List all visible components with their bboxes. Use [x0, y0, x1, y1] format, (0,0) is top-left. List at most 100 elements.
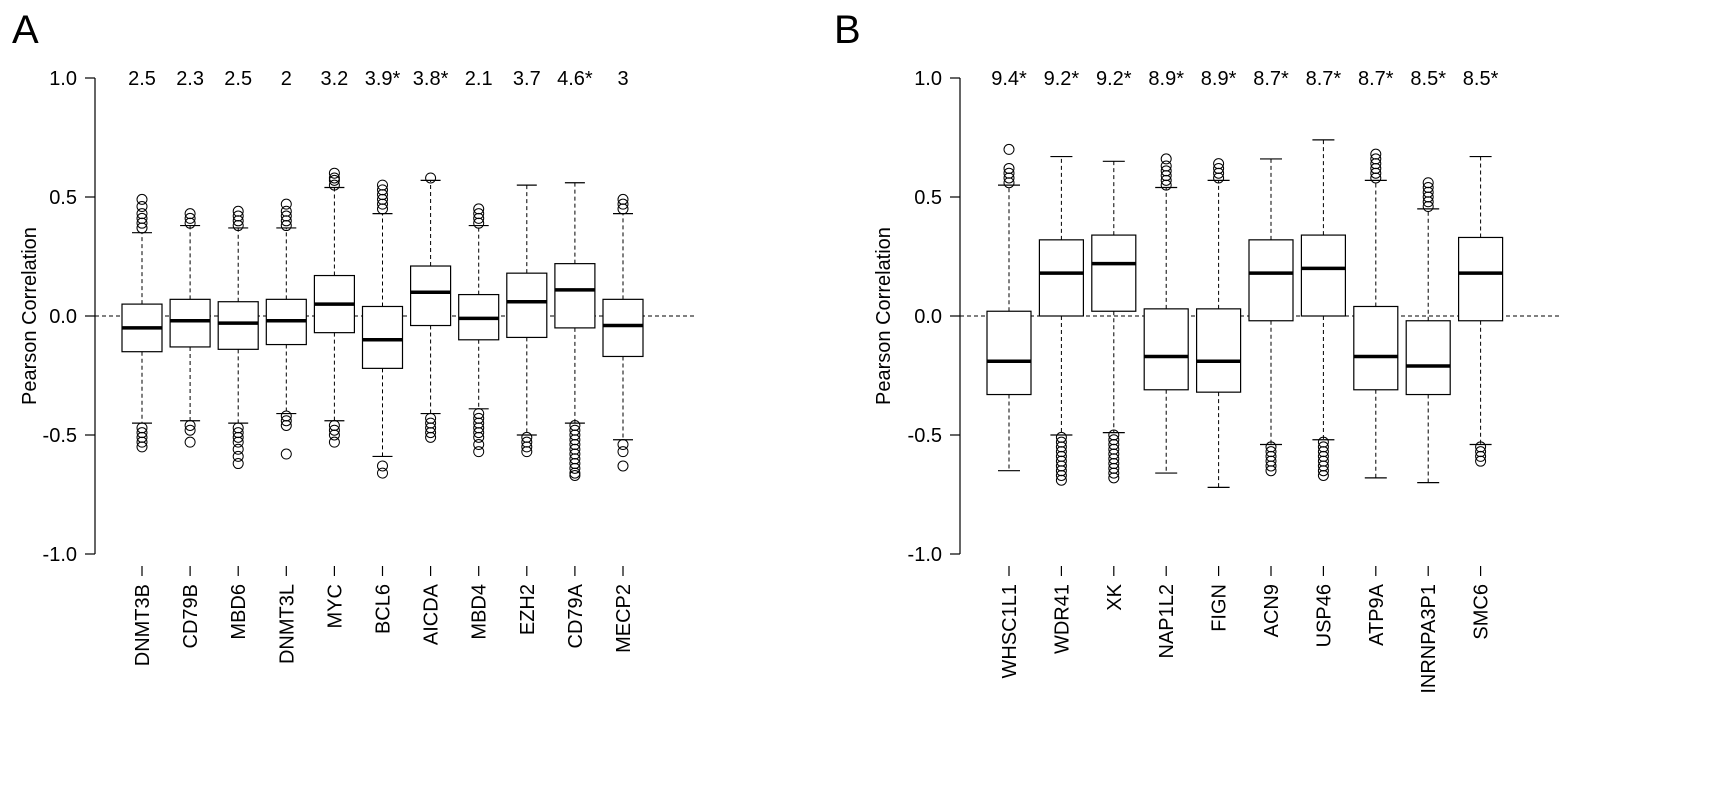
- category-label-nap1l2: NAP1L2: [1156, 584, 1178, 659]
- outlier-point: [136, 212, 148, 224]
- outlier-point: [1317, 469, 1329, 481]
- interquartile-box: [1038, 239, 1085, 317]
- interquartile-box: [554, 263, 596, 329]
- box-myc: [313, 167, 355, 448]
- outlier-point: [1003, 143, 1015, 155]
- outlier-point: [232, 458, 244, 470]
- outlier-point: [136, 201, 148, 213]
- outlier-point: [328, 172, 340, 184]
- outlier-point: [1108, 467, 1120, 479]
- box-acn9: [1248, 158, 1294, 477]
- box-mecp2: [602, 193, 644, 472]
- outlier-point: [1055, 474, 1067, 486]
- outlier-point: [328, 424, 340, 436]
- score-label-nap1l2: 8.9*: [1148, 68, 1184, 90]
- box-dnmt3l: [265, 198, 307, 460]
- outlier-point: [280, 210, 292, 222]
- category-label-dnmt3l: DNMT3L: [276, 584, 298, 664]
- panel-b-letter: B: [834, 8, 861, 52]
- outlier-point: [280, 198, 292, 210]
- score-label-cd79a: 4.6*: [557, 68, 593, 90]
- outlier-point: [473, 439, 485, 451]
- panel-b-y-tick-label: -1.0: [908, 544, 942, 566]
- box-whsc1l1: [986, 143, 1032, 472]
- category-label-mbd6: MBD6: [228, 584, 250, 640]
- score-label-mbd6: 2.5: [224, 68, 252, 90]
- panel-b-y-tick-label: -0.5: [908, 425, 942, 447]
- score-label-usp46: 8.7*: [1306, 68, 1342, 90]
- panel-b-y-axis: -1.0 -0.5 0.0 0.5 1.0: [908, 68, 961, 566]
- outlier-point: [1160, 153, 1172, 165]
- outlier-point: [1370, 153, 1382, 165]
- category-label-ezh2: EZH2: [517, 584, 539, 635]
- panel-b: B Pearson Correlation -1.0-0.50.00.51.0 …: [834, 8, 1560, 694]
- category-label-bcl6: BCL6: [373, 584, 395, 634]
- panel-a-y-axis: -1.0 -0.5 0.0 0.5 1.0: [43, 68, 96, 566]
- interquartile-box: [410, 265, 452, 327]
- interquartile-box: [1300, 234, 1347, 317]
- panel-a-boxes: [121, 167, 644, 481]
- box-smc6: [1457, 155, 1504, 467]
- outlier-point: [232, 443, 244, 455]
- outlier-point: [377, 467, 388, 479]
- panel-b-scores: 9.4* 9.2* 9.2* 8.9* 8.9* 8.7* 8.7* 8.7* 8.5* 8.5*: [991, 68, 1498, 90]
- panel-a-y-tick-label: 1.0: [49, 68, 77, 90]
- category-label-cd79b: CD79B: [180, 584, 202, 648]
- outlier-point: [184, 208, 196, 220]
- outlier-point: [617, 446, 629, 458]
- outlier-point: [425, 172, 437, 184]
- box-mbd4: [458, 203, 500, 458]
- outlier-point: [280, 419, 292, 431]
- category-label-dnmt3b: DNMT3B: [132, 584, 154, 666]
- outlier-point: [328, 174, 340, 186]
- outlier-point: [1003, 167, 1015, 179]
- category-label-usp46: USP46: [1313, 584, 1335, 647]
- panel-b-y-tick-label: 0.0: [914, 306, 942, 328]
- outlier-point: [136, 436, 148, 448]
- category-label-whsc1l1: WHSC1L1: [999, 584, 1021, 678]
- category-label-smc6: SMC6: [1471, 584, 1493, 640]
- box-nap1l2: [1143, 153, 1189, 474]
- outlier-point: [425, 427, 437, 439]
- interquartile-box: [217, 301, 259, 350]
- box-ezh2: [506, 184, 548, 458]
- interquartile-box: [169, 298, 211, 348]
- outlier-point: [280, 448, 292, 460]
- outlier-point: [473, 427, 485, 439]
- outlier-point: [232, 436, 244, 448]
- panel-b-y-axis-label: Pearson Correlation: [873, 227, 895, 405]
- outlier-point: [569, 462, 581, 474]
- interquartile-box: [361, 305, 404, 369]
- outlier-point: [136, 441, 148, 453]
- interquartile-box: [1457, 236, 1504, 322]
- outlier-point: [328, 436, 340, 448]
- outlier-point: [1108, 472, 1120, 484]
- box-aicda: [410, 172, 452, 443]
- panel-a-y-tick-label: 0.5: [49, 187, 77, 209]
- score-label-atp9a: 8.7*: [1358, 68, 1394, 90]
- outlier-point: [1003, 162, 1015, 174]
- outlier-point: [377, 184, 388, 196]
- category-label-fign: FIGN: [1209, 584, 1231, 632]
- interquartile-box: [1195, 308, 1242, 393]
- panel-a-y-tick-label: -0.5: [43, 425, 77, 447]
- category-label-myc: MYC: [324, 584, 346, 628]
- outlier-point: [232, 205, 244, 217]
- outlier-point: [617, 439, 629, 451]
- score-label-myc: 3.2: [320, 68, 348, 90]
- score-label-bcl6: 3.9*: [365, 68, 401, 90]
- outlier-point: [473, 431, 485, 443]
- score-label-wdr41: 9.2*: [1044, 68, 1080, 90]
- category-label-xk: XK: [1104, 583, 1126, 610]
- outlier-point: [521, 446, 533, 458]
- panel-a-scores: 2.5 2.3 2.5 2 3.2 3.9* 3.8* 2.1 3.7 4.6* 3: [128, 68, 628, 90]
- outlier-point: [328, 167, 340, 179]
- outlier-point: [136, 208, 148, 220]
- interquartile-box: [1091, 234, 1137, 312]
- box-inrnpa3p1: [1405, 177, 1451, 484]
- outlier-point: [184, 436, 196, 448]
- outlier-point: [1160, 160, 1172, 172]
- score-label-cd79b: 2.3: [176, 68, 204, 90]
- box-xk: [1091, 160, 1137, 484]
- panel-a: A Pearson Correlation -1.0-0.50.00.51.0 …: [12, 8, 695, 666]
